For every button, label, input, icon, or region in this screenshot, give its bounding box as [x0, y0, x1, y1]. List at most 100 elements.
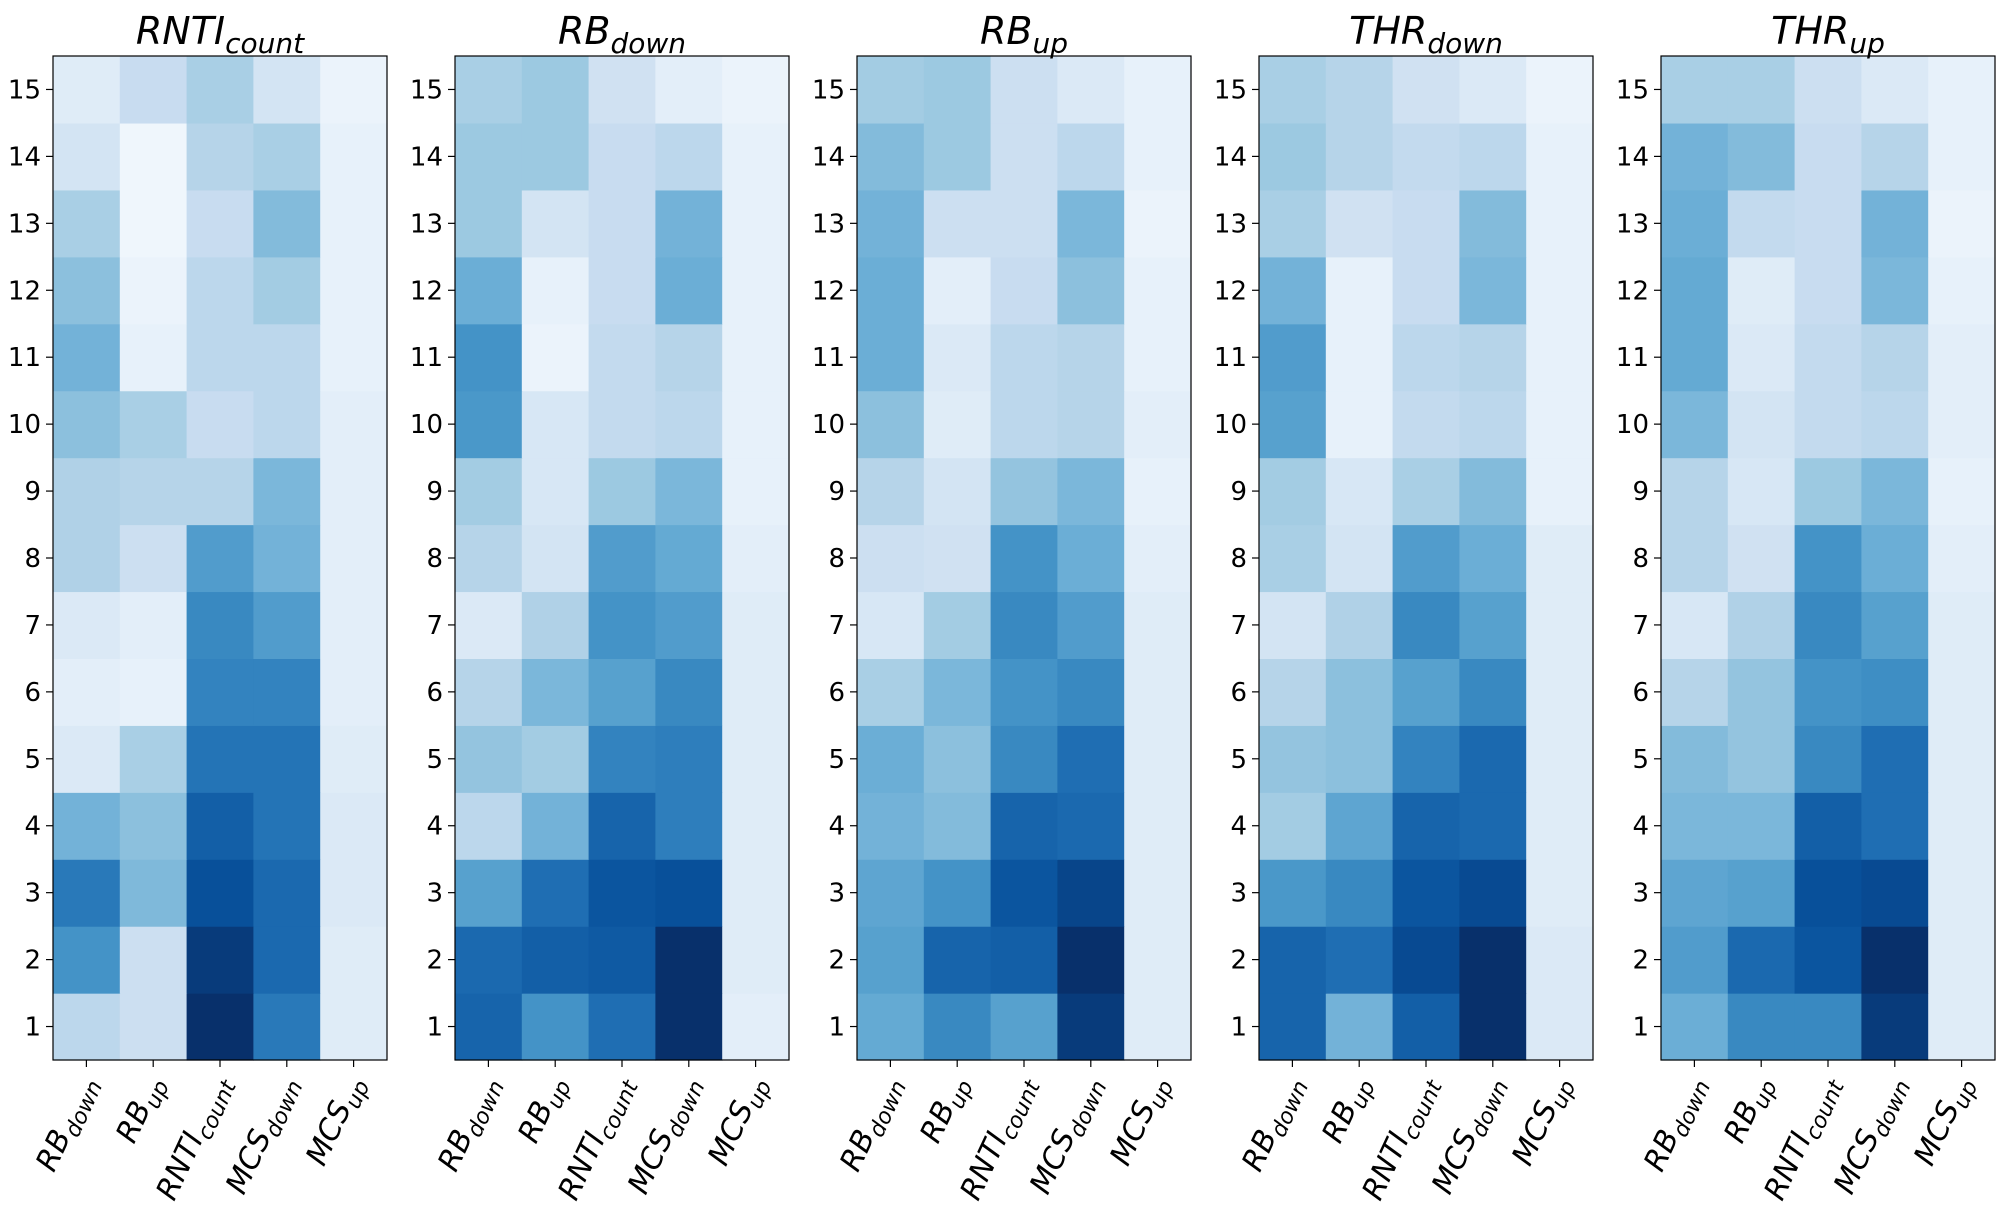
- y-tick-label: 10: [1214, 410, 1247, 440]
- y-tick-label: 1: [828, 1013, 845, 1043]
- heatmap-cell: [722, 859, 790, 927]
- heatmap-cell: [1124, 390, 1192, 459]
- heatmap-cell: [1459, 390, 1527, 459]
- y-tick-label: 1: [426, 1013, 443, 1043]
- heatmap-cell: [119, 926, 188, 994]
- heatmap-cell: [1928, 122, 1996, 191]
- heatmap-cell: [186, 591, 254, 659]
- heatmap-cell: [1259, 122, 1327, 191]
- heatmap-cell: [1325, 993, 1394, 1061]
- x-tick-label: MCSup: [701, 1071, 777, 1173]
- heatmap-cell: [722, 323, 790, 392]
- heatmap-cell: [722, 524, 790, 593]
- heatmap-cell: [857, 859, 925, 927]
- heatmap-cell: [1661, 524, 1729, 593]
- heatmap-cell: [1459, 926, 1527, 994]
- heatmap-cell: [455, 122, 523, 191]
- heatmap-cell: [1392, 256, 1460, 325]
- heatmap-cell: [1259, 256, 1327, 325]
- x-tick-label: RBdown: [29, 1071, 108, 1179]
- heatmap-cell: [722, 792, 790, 860]
- heatmap-cell: [588, 725, 656, 793]
- y-tick-label: 4: [828, 812, 845, 842]
- heatmap-cell: [722, 189, 790, 258]
- y-tick-label: 11: [8, 343, 41, 373]
- heatmap-cell: [53, 457, 121, 526]
- heatmap-cell: [1727, 323, 1796, 392]
- heatmap-cell: [1325, 591, 1394, 659]
- heatmap-cell: [990, 859, 1058, 927]
- heatmap-cell: [320, 658, 388, 726]
- heatmap-cell: [1325, 457, 1394, 526]
- heatmap-cell: [1526, 122, 1594, 191]
- heatmap-cell: [857, 926, 925, 994]
- heatmap-cell: [455, 256, 523, 325]
- heatmap-cell: [1727, 792, 1796, 860]
- heatmap-cell: [1124, 256, 1192, 325]
- heatmap-cell: [1661, 792, 1729, 860]
- heatmap-cell: [119, 122, 188, 191]
- y-tick-label: 9: [24, 477, 41, 507]
- y-tick-label: 14: [410, 142, 443, 172]
- heatmap-cell: [1057, 859, 1125, 927]
- heatmap-cell: [655, 658, 723, 726]
- x-tick-label-sub: down: [462, 1077, 510, 1141]
- y-tick-label: 2: [828, 946, 845, 976]
- heatmap-cell: [1259, 926, 1327, 994]
- heatmap-cell: [1325, 524, 1394, 593]
- heatmap-cell: [53, 792, 121, 860]
- heatmap-cell: [1727, 390, 1796, 459]
- heatmap-cell: [588, 457, 656, 526]
- y-tick-label: 13: [1214, 209, 1247, 239]
- heatmap-cell: [1928, 658, 1996, 726]
- heatmap-cell: [1459, 993, 1527, 1061]
- heatmap-cell: [1928, 725, 1996, 793]
- heatmap-cell: [722, 993, 790, 1061]
- x-tick-label: RBdown: [431, 1071, 510, 1179]
- x-tick-label: MCSup: [1103, 1071, 1179, 1173]
- heatmap-cell: [1794, 189, 1862, 258]
- y-tick-label: 8: [1632, 544, 1649, 574]
- heatmap-cell: [1459, 859, 1527, 927]
- heatmap-cell: [1124, 658, 1192, 726]
- y-tick-label: 11: [1214, 343, 1247, 373]
- y-tick-label: 7: [426, 611, 443, 641]
- heatmap-cell: [655, 591, 723, 659]
- y-tick-label: 4: [24, 812, 41, 842]
- x-tick-label: RBdown: [1235, 1071, 1314, 1179]
- heatmap-cell: [1392, 658, 1460, 726]
- heatmap-cell: [588, 524, 656, 593]
- heatmap-cell: [455, 56, 523, 124]
- heatmap-cell: [1392, 390, 1460, 459]
- heatmap-cell: [1661, 658, 1729, 726]
- heatmap-cell: [53, 524, 121, 593]
- heatmap-cell: [1928, 56, 1996, 124]
- heatmap-cell: [1526, 524, 1594, 593]
- heatmap-cell: [1861, 256, 1929, 325]
- heatmap-cell: [455, 859, 523, 927]
- panel-title-sub: count: [225, 27, 305, 60]
- heatmap-cell: [1459, 56, 1527, 124]
- y-tick-label: 9: [1632, 477, 1649, 507]
- y-tick-label: 6: [828, 678, 845, 708]
- heatmap-cell: [1794, 993, 1862, 1061]
- heatmap-cell: [1727, 122, 1796, 191]
- heatmap-cell: [186, 457, 254, 526]
- heatmap-cell: [990, 323, 1058, 392]
- y-tick-label: 15: [812, 75, 845, 105]
- x-tick-label-sub: count: [1399, 1076, 1448, 1144]
- y-tick-label: 10: [410, 410, 443, 440]
- heatmap-cell: [1861, 926, 1929, 994]
- heatmap-cell: [320, 993, 388, 1061]
- y-tick-label: 8: [426, 544, 443, 574]
- x-tick-label-base: RNTI: [150, 1127, 212, 1206]
- heatmap-cell: [1928, 256, 1996, 325]
- heatmap-cell: [1661, 323, 1729, 392]
- heatmap-cell: [1259, 189, 1327, 258]
- heatmap-cell: [1392, 792, 1460, 860]
- heatmap-cell: [521, 256, 590, 325]
- panel-title-base: RB: [980, 9, 1032, 53]
- heatmap-cell: [1526, 189, 1594, 258]
- y-tick-label: 6: [1230, 678, 1247, 708]
- y-tick-label: 1: [24, 1013, 41, 1043]
